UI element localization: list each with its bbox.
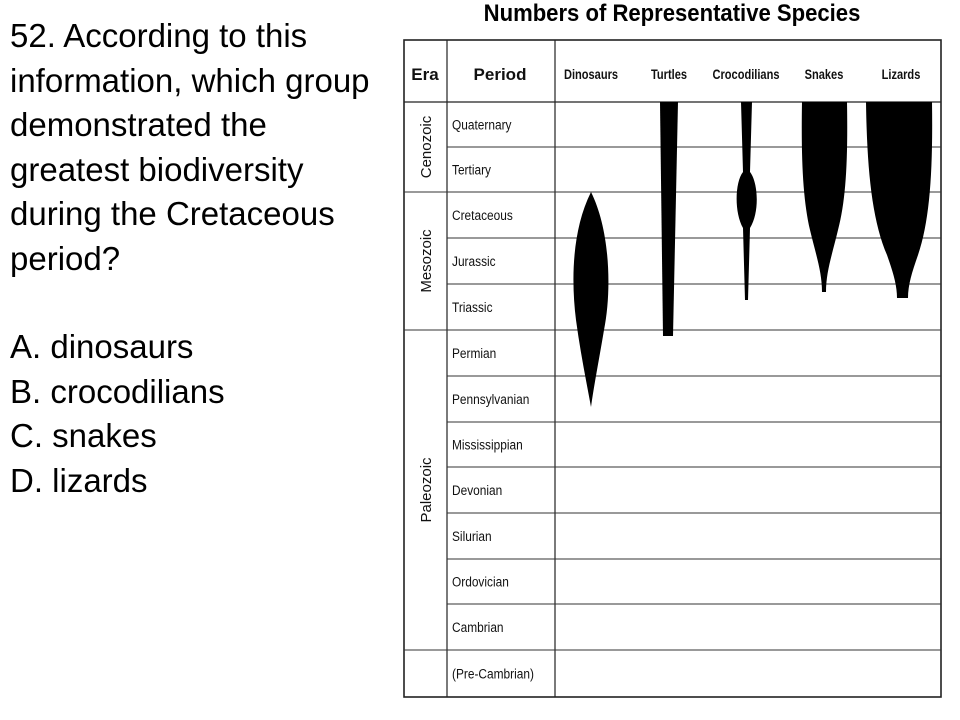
period-label-triassic: Triassic [452, 299, 493, 315]
crocodilians-shape [736, 102, 757, 300]
choice-c[interactable]: C. snakes [10, 417, 157, 454]
period-label-pennsylvanian: Pennsylvanian [452, 391, 529, 407]
question-text: 52. According to this information, which… [10, 14, 370, 503]
period-label-mississippian: Mississippian [452, 437, 523, 453]
choice-d[interactable]: D. lizards [10, 461, 148, 499]
group-header-turtles: Turtles [651, 67, 687, 82]
period-label-pre-cambrian: (Pre-Cambrian) [452, 666, 534, 682]
choice-b[interactable]: B. crocodilians [10, 372, 225, 410]
era-label-mesozoic: Mesozoic [418, 229, 435, 293]
era-label-paleozoic: Paleozoic [418, 457, 435, 523]
choice-a[interactable]: A. dinosaurs [10, 328, 194, 365]
snakes-shape [801, 102, 848, 292]
era-label-cenozoic: Cenozoic [418, 115, 435, 178]
group-header-dinosaurs: Dinosaurs [564, 67, 618, 82]
group-header-snakes: Snakes [805, 67, 844, 82]
group-header-lizards: Lizards [882, 67, 921, 82]
group-header-crocodilians: Crocodilians [713, 67, 780, 82]
period-label-devonian: Devonian [452, 482, 502, 498]
lizards-shape [866, 102, 933, 298]
chart-frame [403, 39, 942, 698]
answer-choices: A. dinosaurs B. crocodilians C. snakes D… [10, 325, 370, 503]
period-label-ordovician: Ordovician [452, 574, 509, 590]
period-label-permian: Permian [452, 345, 496, 361]
period-header: Period [474, 65, 527, 84]
chart-title: Numbers of Representative Species [483, 0, 861, 27]
period-label-tertiary: Tertiary [452, 162, 491, 178]
period-label-silurian: Silurian [452, 528, 492, 544]
period-label-quaternary: Quaternary [452, 117, 512, 133]
period-label-cambrian: Cambrian [452, 619, 504, 635]
dinosaurs-shape [573, 192, 609, 407]
period-label-jurassic: Jurassic [452, 253, 496, 269]
question-stem: 52. According to this information, which… [10, 17, 370, 277]
period-label-cretaceous: Cretaceous [452, 207, 513, 223]
era-header: Era [411, 65, 439, 84]
turtles-shape [660, 102, 678, 336]
